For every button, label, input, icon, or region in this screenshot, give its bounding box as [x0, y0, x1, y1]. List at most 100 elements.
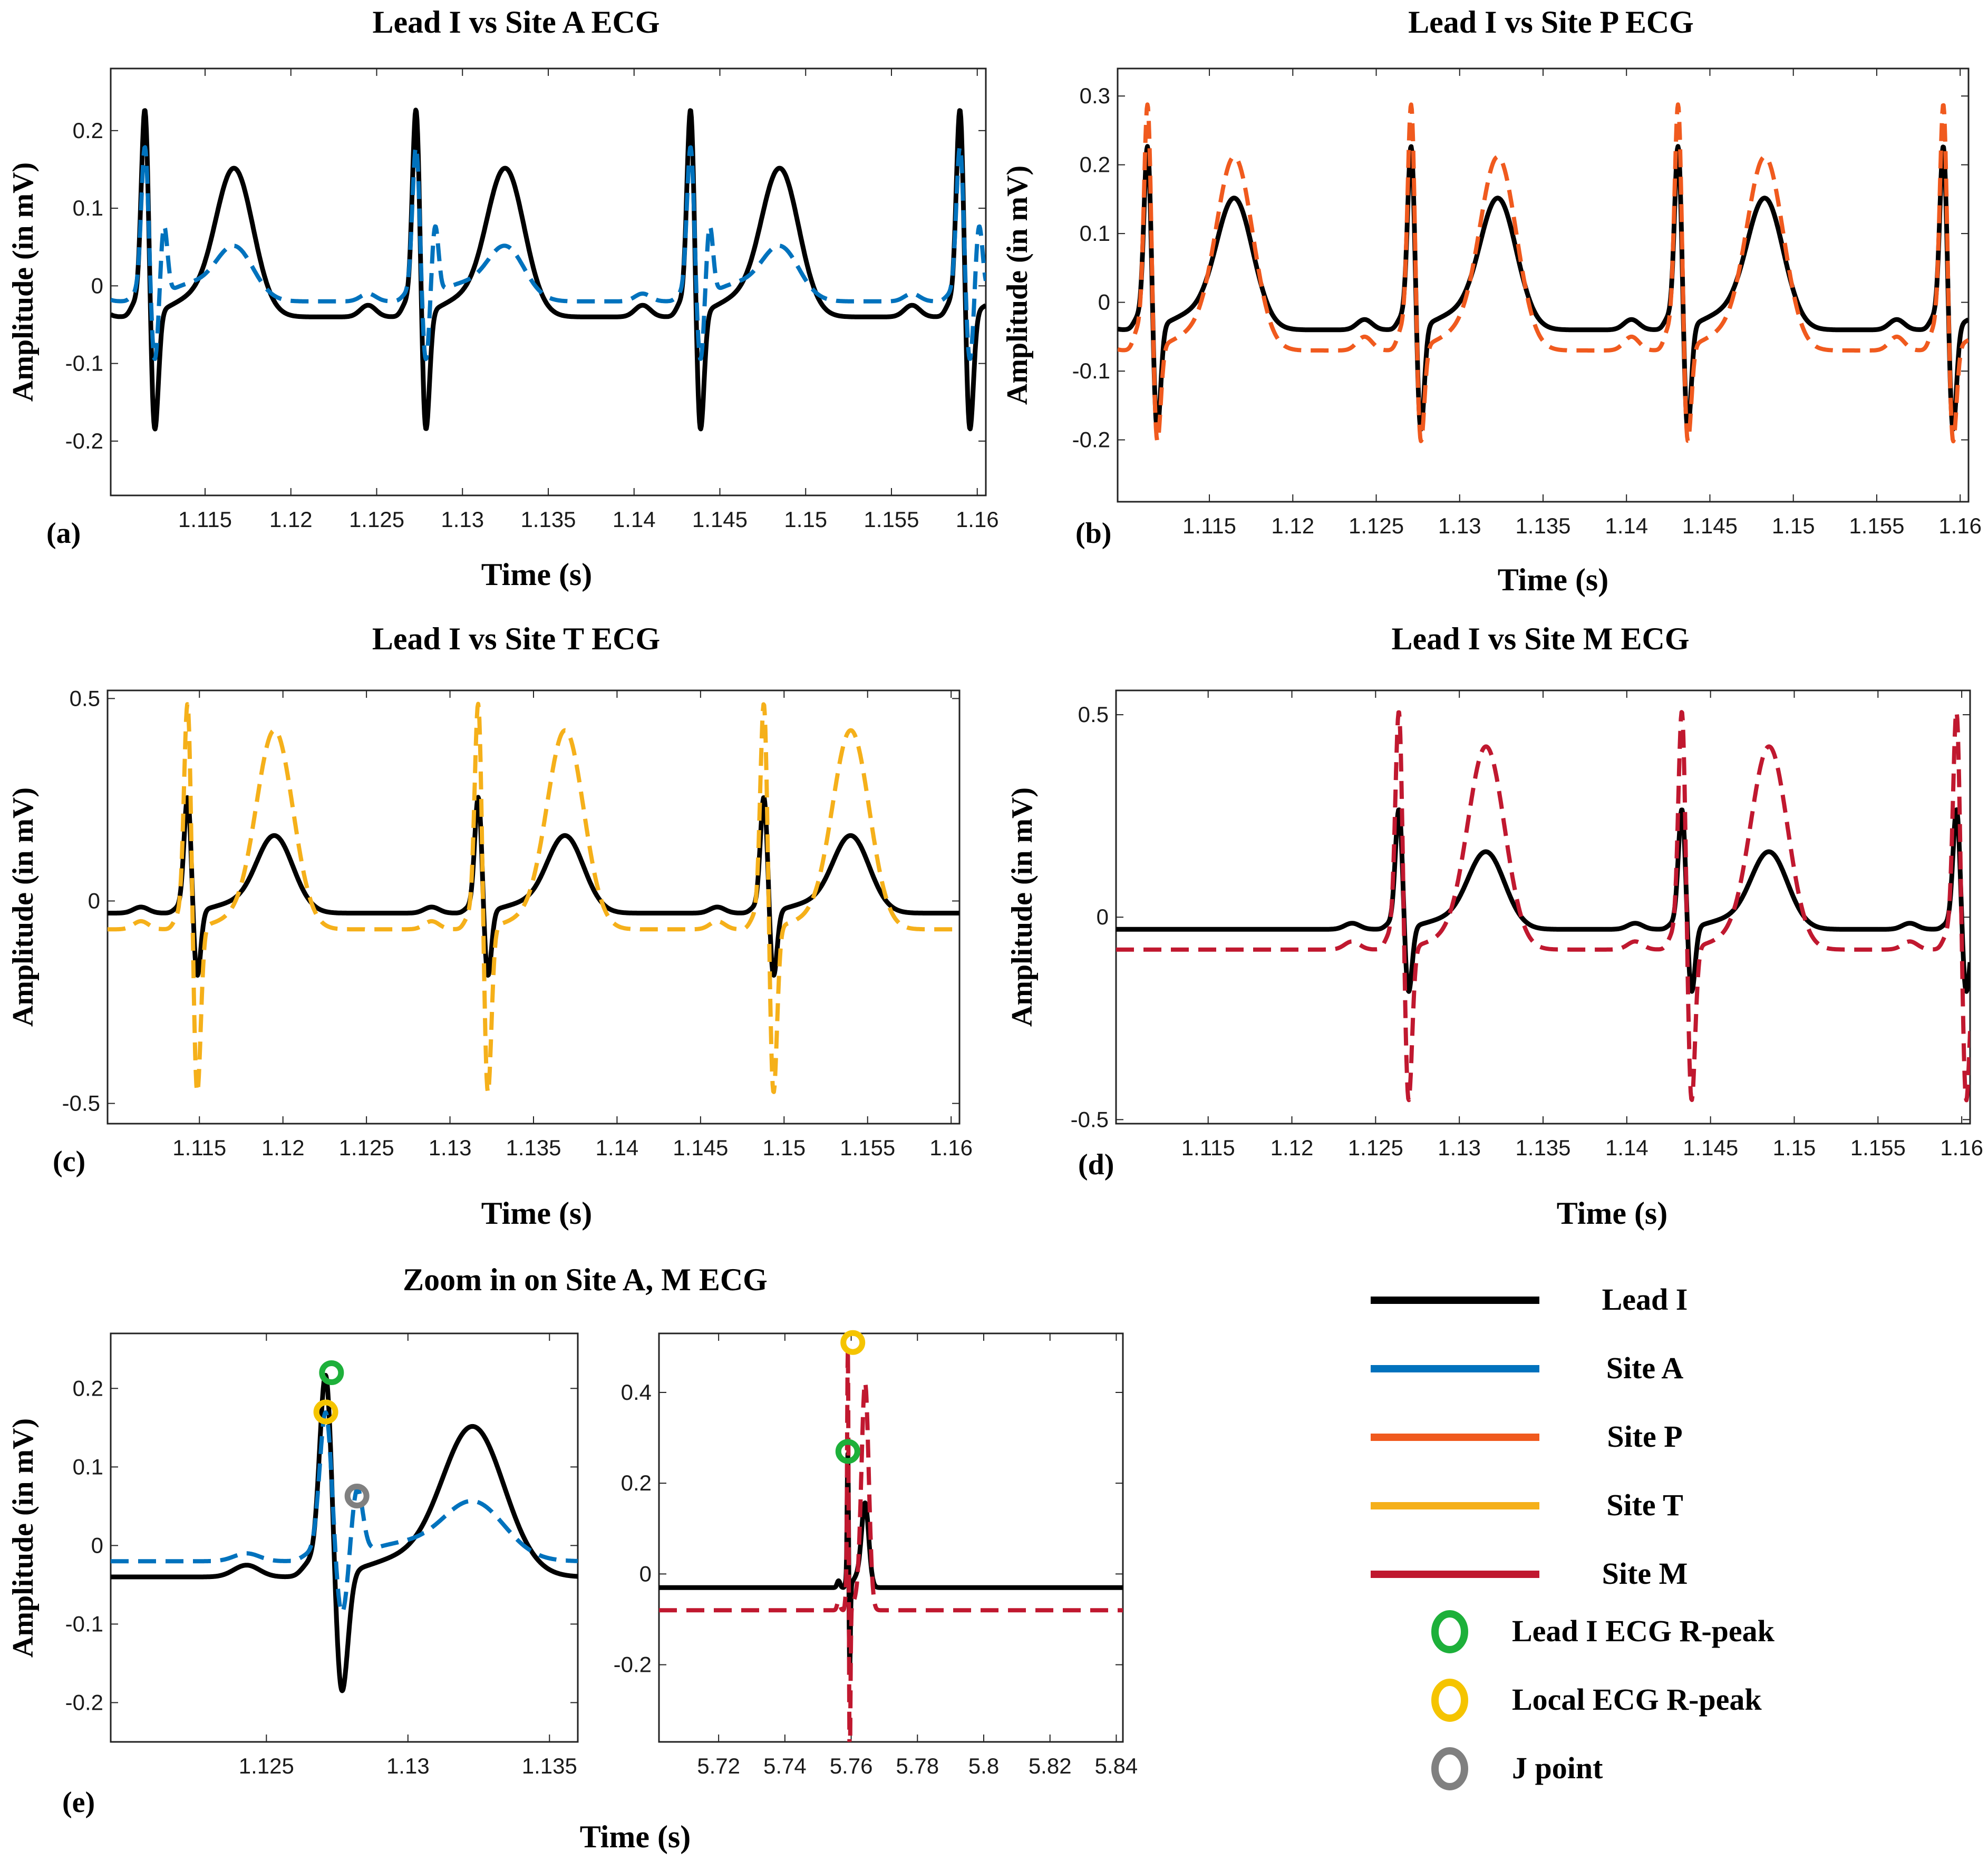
- panel-d-xlabel: Time (s): [1557, 1196, 1668, 1231]
- x-tick-label: 1.16: [1940, 1135, 1983, 1160]
- x-tick-label: 1.145: [1683, 1135, 1738, 1160]
- y-tick-label: -0.1: [65, 351, 103, 376]
- marker-j-point: [344, 1484, 370, 1509]
- legend-label: Site M: [1602, 1556, 1688, 1591]
- panel-a-xlabel: Time (s): [481, 557, 593, 592]
- x-tick-label: 1.14: [596, 1135, 639, 1160]
- panel-e-right: 5.72 5.74 5.76 5.78 5.8 5.82 5.84 -0.2 0 0.2 0.4: [614, 1330, 1138, 1778]
- x-tick-label: 1.125: [339, 1135, 394, 1160]
- panel-e-left-axes: [110, 1332, 579, 1743]
- x-tick-label: 1.145: [673, 1135, 728, 1160]
- x-tick-label: 1.13: [386, 1753, 430, 1778]
- x-tick-label: 1.125: [239, 1753, 294, 1778]
- x-tick-label: 1.155: [1849, 513, 1904, 538]
- x-tick-label: 1.115: [172, 1135, 226, 1160]
- panel-e-right-axes: [658, 1332, 1124, 1743]
- panel-e-title: Zoom in on Site A, M ECG: [403, 1262, 768, 1297]
- y-tick-label: 0.4: [621, 1380, 652, 1405]
- series-line-site-m: [659, 1346, 1123, 1742]
- x-tick-label: 1.13: [441, 507, 484, 532]
- y-tick-label: 0.1: [73, 1454, 103, 1479]
- x-tick-label: 1.12: [261, 1135, 305, 1160]
- panel-b-axes: [1117, 67, 1970, 503]
- panel-a-ylabel: Amplitude (in mV): [7, 162, 40, 402]
- x-tick-label: 1.15: [762, 1135, 806, 1160]
- series-line-site-a: [111, 1410, 578, 1615]
- x-tick-label: 5.76: [830, 1753, 873, 1778]
- panel-a-title: Lead I vs Site A ECG: [372, 5, 660, 40]
- x-tick-label: 1.14: [1605, 1135, 1648, 1160]
- series-line-site-m: [1116, 709, 1970, 1103]
- panel-e-left-markers: [313, 1360, 370, 1509]
- panel-c-axes: [106, 689, 961, 1125]
- x-tick-label: 1.145: [1682, 513, 1738, 538]
- y-tick-label: 0: [639, 1561, 652, 1586]
- series-line-lead-i: [659, 1451, 1123, 1668]
- panel-d-label: (d): [1078, 1148, 1114, 1181]
- x-tick-label: 1.15: [784, 507, 827, 532]
- x-tick-label: 1.15: [1772, 513, 1815, 538]
- x-tick-label: 1.115: [178, 507, 232, 532]
- y-tick-label: -0.1: [1072, 358, 1110, 383]
- x-tick-label: 1.135: [506, 1135, 561, 1160]
- series-line-lead-i: [111, 1372, 578, 1693]
- panel-a-label: (a): [46, 517, 81, 550]
- panel-d: Lead I vs Site M ECG 1.115 1.12 1.125 1.13 1…: [1006, 621, 1983, 1231]
- x-tick-label: 1.125: [349, 507, 404, 532]
- y-tick-label: -0.2: [1072, 427, 1110, 452]
- panel-d-lines: [1116, 709, 1970, 1103]
- panel-e-label: (e): [62, 1786, 95, 1819]
- marker-local-ecg-r-peak: [840, 1330, 866, 1355]
- marker-local-ecg-r-peak: [313, 1399, 338, 1425]
- panel-a-axes: [110, 67, 987, 496]
- x-tick-label: 1.155: [1850, 1135, 1906, 1160]
- panel-c: Lead I vs Site T ECG 1.115 1.12 1.125 1.13 1…: [7, 621, 973, 1231]
- panel-d-axes: [1115, 689, 1971, 1125]
- panel-e-left: Zoom in on Site A, M ECG 1.125 1.13 1.135 -…: [7, 1262, 768, 1854]
- x-tick-label: 1.12: [269, 507, 313, 532]
- marker-lead-i-ecg-r-peak: [319, 1360, 344, 1386]
- x-tick-label: 1.14: [613, 507, 656, 532]
- x-tick-label: 1.15: [1773, 1135, 1816, 1160]
- legend-label: Site A: [1606, 1351, 1684, 1385]
- x-tick-label: 1.125: [1348, 1135, 1403, 1160]
- x-tick-label: 1.13: [429, 1135, 472, 1160]
- y-tick-label: -0.5: [62, 1091, 100, 1116]
- x-tick-label: 1.14: [1605, 513, 1648, 538]
- series-line-lead-i: [111, 108, 986, 432]
- y-tick-label: -0.2: [65, 428, 103, 453]
- y-tick-label: -0.2: [65, 1690, 103, 1714]
- x-tick-label: 1.16: [929, 1135, 973, 1160]
- panel-a-lines: [111, 108, 986, 432]
- x-tick-label: 1.135: [1515, 1135, 1570, 1160]
- series-line-site-p: [1118, 102, 1968, 444]
- x-tick-label: 1.12: [1271, 513, 1314, 538]
- panel-c-xlabel: Time (s): [481, 1196, 593, 1231]
- y-tick-label: 0.1: [73, 196, 103, 220]
- panel-e-left-ticks: 1.125 1.13 1.135 -0.2 -0.1 0 0.1 0.2: [65, 1333, 578, 1778]
- y-tick-label: 0.3: [1080, 83, 1110, 108]
- panel-e-ylabel: Amplitude (in mV): [7, 1418, 40, 1658]
- panel-a: Lead I vs Site A ECG 1.115 1.12 1.125 1.13 1…: [7, 5, 999, 592]
- panel-d-title: Lead I vs Site M ECG: [1391, 621, 1689, 656]
- y-tick-label: 0: [91, 273, 103, 298]
- x-tick-label: 1.135: [522, 1753, 577, 1778]
- panel-b: Lead I vs Site P ECG 1.115 1.12 1.125 1.13 1…: [1001, 5, 1982, 597]
- legend-label: Lead I: [1602, 1282, 1688, 1317]
- y-tick-label: 0.1: [1080, 221, 1110, 246]
- panel-c-title: Lead I vs Site T ECG: [372, 621, 660, 656]
- y-tick-label: 0: [1097, 904, 1109, 929]
- panel-e-right-lines: [659, 1346, 1123, 1742]
- series-line-lead-i: [108, 795, 959, 978]
- x-tick-label: 5.74: [763, 1753, 807, 1778]
- x-tick-label: 1.13: [1438, 1135, 1481, 1160]
- y-tick-label: 0.2: [73, 118, 103, 143]
- panel-e-right-markers: [835, 1330, 866, 1464]
- x-tick-label: 1.125: [1349, 513, 1404, 538]
- panel-b-ticks: 1.115 1.12 1.125 1.13 1.135 1.14 1.145 1.15 1.15…: [1072, 69, 1982, 538]
- x-tick-label: 5.72: [697, 1753, 740, 1778]
- panel-e-right-ticks: 5.72 5.74 5.76 5.78 5.8 5.82 5.84 -0.2 0 0.2 0.4: [614, 1333, 1138, 1778]
- marker-lead-i-ecg-r-peak: [835, 1439, 860, 1464]
- panel-b-xlabel: Time (s): [1498, 562, 1609, 597]
